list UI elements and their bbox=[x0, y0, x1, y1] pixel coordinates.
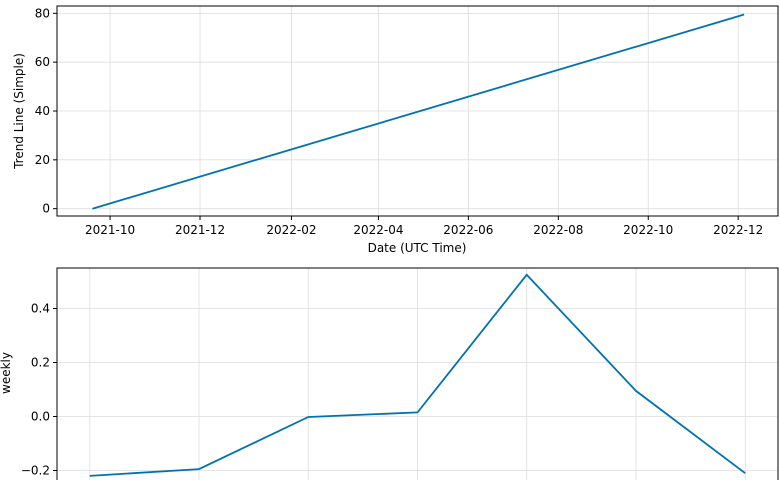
trend-y-tick-label: 20 bbox=[35, 153, 50, 167]
trend-y-tick-label: 40 bbox=[35, 104, 50, 118]
weekly-series-line bbox=[89, 273, 746, 477]
trend-chart-grid bbox=[57, 6, 778, 216]
weekly-y-tick-label: 0.2 bbox=[31, 356, 50, 370]
weekly-y-tick-label: 0.4 bbox=[31, 302, 50, 316]
trend-line-series bbox=[92, 13, 745, 210]
weekly-chart-frame bbox=[56, 267, 779, 480]
trend-x-tick-label: 2021-12 bbox=[175, 223, 225, 237]
weekly-chart-ticks: −0.2 0.0 0.2 0.4 bbox=[21, 302, 57, 478]
trend-x-tick-label: 2022-12 bbox=[713, 223, 763, 237]
trend-y-tick-label: 0 bbox=[42, 202, 50, 216]
weekly-y-tick-label: 0.0 bbox=[31, 410, 50, 424]
weekly-chart-ylabel: weekly bbox=[0, 352, 13, 394]
trend-x-tick-label: 2022-08 bbox=[533, 223, 583, 237]
trend-chart-ticks: 2021-10 2021-12 2022-02 2022-04 2022-06 2022-… bbox=[35, 6, 764, 237]
trend-x-tick-label: 2022-02 bbox=[266, 223, 316, 237]
trend-chart-ylabel: Trend Line (Simple) bbox=[12, 53, 26, 170]
trend-chart-xlabel: Date (UTC Time) bbox=[368, 241, 467, 255]
weekly-y-tick-label: −0.2 bbox=[21, 464, 50, 478]
trend-chart: 2021-10 2021-12 2022-02 2022-04 2022-06 2022-… bbox=[12, 5, 779, 255]
weekly-chart: −0.2 0.0 0.2 0.4 weekly bbox=[0, 267, 779, 480]
trend-x-tick-label: 2021-10 bbox=[85, 223, 135, 237]
trend-x-tick-label: 2022-10 bbox=[623, 223, 673, 237]
weekly-chart-grid bbox=[57, 268, 778, 480]
trend-x-tick-label: 2022-04 bbox=[353, 223, 403, 237]
trend-y-tick-label: 80 bbox=[35, 6, 50, 20]
trend-y-tick-label: 60 bbox=[35, 55, 50, 69]
trend-x-tick-label: 2022-06 bbox=[443, 223, 493, 237]
